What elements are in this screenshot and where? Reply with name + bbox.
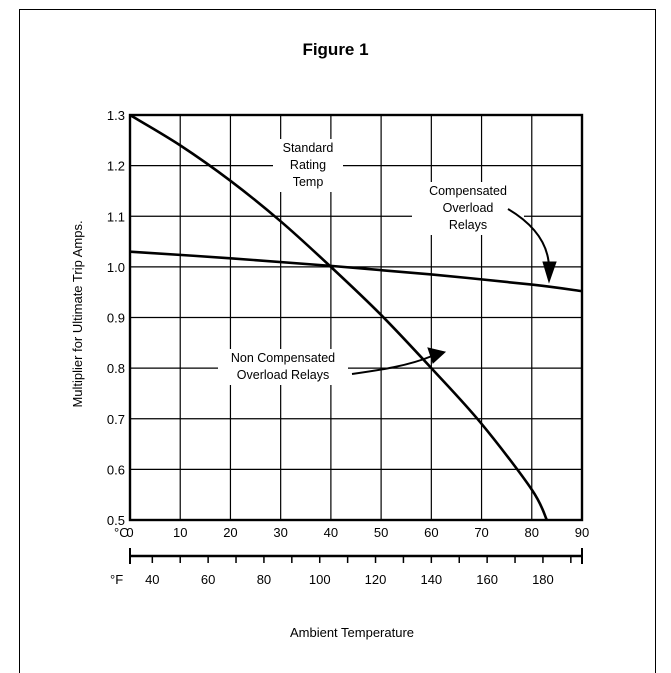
y-tick-label: 1.2 [107,159,125,174]
annotation-background [273,139,343,192]
x-tick-label: 70 [474,525,488,540]
annotation-text-standard: Temp [293,175,324,189]
annotations: Standard Rating Temp Compensated Overload Rel… [218,139,557,385]
fahrenheit-tick-label: 120 [365,572,387,587]
annotation-text-comp: Overload [443,201,494,215]
x-tick-label: 0 [126,525,133,540]
annotation-text-noncomp: Non Compensated [231,351,335,365]
y-tick-label: 1.0 [107,260,125,275]
fahrenheit-tick-label: 60 [201,572,215,587]
y-tick-label: 1.1 [107,209,125,224]
x-tick-label: 50 [374,525,388,540]
series-line-compensated [129,250,583,293]
x-tick-label: 40 [324,525,338,540]
plot-area-border [128,113,584,522]
x-tick-label: 80 [525,525,539,540]
y-tick-label: 0.7 [107,412,125,427]
figure-frame [19,9,656,673]
figure-title: Figure 1 [302,40,369,59]
y-tick-label: 0.6 [107,462,125,477]
series-line-non-compensated [129,113,549,521]
fahrenheit-tick-label: 180 [532,572,554,587]
y-tick-label: 1.3 [107,108,125,123]
annotation-text-comp: Relays [449,218,487,232]
annotation-text-standard: Standard [283,141,334,155]
fahrenheit-tick-label: 100 [309,572,331,587]
fahrenheit-axis: 40 60 80 100 120 140 160 180 [129,548,583,587]
x-tick-label: 60 [424,525,438,540]
fahrenheit-tick-label: 40 [145,572,159,587]
fahrenheit-tick-label: 160 [476,572,498,587]
grid [129,114,583,521]
annotation-text-standard: Rating [290,158,326,172]
x-tick-label: 90 [575,525,589,540]
celsius-unit-label: °C [114,525,129,540]
annotation-background [412,182,524,235]
annotation-text-comp: Compensated [429,184,507,198]
arrowhead-compensated [542,261,557,284]
y-axis-label: Multiplier for Ultimate Trip Amps. [70,220,85,407]
y-tick-label: 0.8 [107,361,125,376]
arrow-non-compensated [351,355,433,375]
series-layer [129,113,583,521]
x-tick-label: 10 [173,525,187,540]
x-axis-label: Ambient Temperature [290,625,414,640]
y-tick-label: 0.5 [107,513,125,528]
fahrenheit-tick-label: 80 [257,572,271,587]
x-tick-label: 20 [223,525,237,540]
plot-border [128,113,584,522]
x-tick-labels: 0 10 20 30 40 50 60 70 80 90 [126,525,589,540]
y-tick-label: 0.9 [107,311,125,326]
x-tick-label: 30 [273,525,287,540]
annotation-text-noncomp: Overload Relays [237,368,329,382]
arrowhead-non-compensated [427,347,447,364]
annotation-background [218,349,348,385]
fahrenheit-unit-label: °F [110,572,123,587]
fahrenheit-tick-label: 140 [420,572,442,587]
y-tick-labels: 0.5 0.6 0.7 0.8 0.9 1.0 1.1 1.2 1.3 [107,108,125,528]
